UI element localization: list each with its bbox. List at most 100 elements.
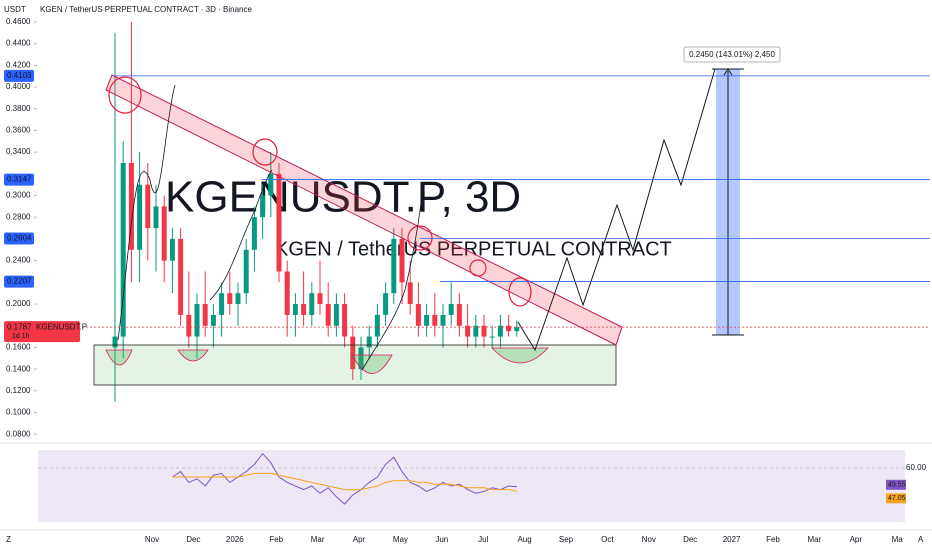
x-tick-label: 2026 (226, 535, 244, 544)
measure-label-box (683, 46, 781, 63)
footer-right[interactable]: A (918, 535, 924, 544)
candle-body (317, 293, 323, 305)
price-level-label: 0.3147 (7, 175, 32, 184)
projection-path (517, 68, 716, 352)
candle-body (186, 314, 192, 337)
candle-body (120, 162, 126, 337)
y-tick-label: 0.3600 (6, 126, 31, 135)
candle-body (366, 336, 372, 348)
bowl (351, 354, 393, 374)
candle-body (465, 325, 471, 337)
candle-body (350, 336, 356, 370)
candle-body (169, 238, 175, 261)
candle-body (210, 314, 216, 326)
candle-body (358, 347, 364, 370)
last-price-tag (4, 321, 80, 343)
candle-body (194, 304, 200, 337)
price-level-tag (4, 69, 34, 82)
rsi-tick-label: 60.00 (906, 463, 927, 472)
x-tick-label: Sep (559, 535, 574, 544)
y-tick-label: 0.1400 (6, 364, 31, 373)
candle-body (489, 336, 495, 338)
candle-body (383, 293, 389, 315)
x-tick-label: Nov (145, 535, 159, 544)
x-tick-label: Ma (892, 535, 904, 544)
bowls (105, 347, 549, 374)
candle-body (432, 314, 438, 326)
y-tick-label: 0.4200 (6, 60, 31, 69)
watermark: KGENUSDT.P, 3D (165, 173, 521, 222)
candle-body (514, 327, 520, 332)
bowl (491, 347, 549, 364)
last-price-symbol: KGENUSDT.P (36, 322, 87, 331)
footer-left[interactable]: Z (6, 535, 11, 544)
candle-body (161, 206, 167, 261)
rsi-value-tag (886, 479, 906, 490)
candle-body (440, 314, 446, 326)
y-tick-label: 0.3000 (6, 191, 31, 200)
circle (252, 138, 278, 166)
rsi-line (172, 472, 517, 492)
candle-body (481, 325, 487, 337)
candle-body (342, 304, 348, 337)
candle-body (202, 304, 208, 326)
y-tick-label: 0.1200 (6, 386, 31, 395)
bowl (177, 349, 209, 362)
y-tick-label: 0.4000 (6, 82, 31, 91)
candle-body (268, 173, 274, 196)
bowl (105, 349, 133, 366)
candle-body (227, 293, 233, 305)
x-tick-label: Aug (517, 535, 531, 544)
trend-channel (105, 74, 623, 346)
x-tick-label: Mar (808, 535, 822, 544)
candle-body (128, 162, 134, 250)
circle (108, 76, 142, 114)
x-tick-label: May (393, 535, 408, 544)
circle (469, 259, 487, 277)
candle-body (473, 325, 479, 337)
x-tick-label: Dec (186, 535, 200, 544)
support-box (93, 344, 617, 386)
candle-body (292, 304, 298, 315)
y-tick-label: 0.2000 (6, 299, 31, 308)
price-level-tag (4, 232, 34, 245)
x-tick-label: Mar (311, 535, 325, 544)
rsi-value-label: 47.05 (888, 495, 906, 502)
x-tick-label: 2027 (723, 535, 741, 544)
x-tick-label: Feb (766, 535, 780, 544)
last-price-countdown: 1d 1h (12, 333, 30, 340)
x-tick-label: Jul (478, 535, 488, 544)
candle-body (251, 217, 257, 250)
candle-body (448, 304, 454, 315)
y-tick-label: 0.0800 (6, 429, 31, 438)
price-level-tag (4, 275, 34, 288)
watermark-subtitle: KGEN / TetherUS PERPETUAL CONTRACT (275, 238, 672, 260)
y-tick-label: 0.2800 (6, 212, 31, 221)
x-tick-label: Apr (353, 535, 366, 544)
candle-body (243, 249, 249, 294)
measure-label: 0.2450 (143.01%) 2,450 (689, 50, 775, 59)
candle-body (112, 336, 118, 348)
candle-body (219, 293, 225, 315)
y-tick-label: 0.4400 (6, 39, 31, 48)
candle-body (506, 325, 512, 332)
x-tick-label: Dec (683, 535, 697, 544)
candle-body (276, 173, 282, 272)
candle-body (407, 282, 413, 305)
candle-body (137, 184, 143, 250)
x-tick-label: Feb (269, 535, 283, 544)
rsi-line (172, 452, 517, 505)
candle-body (456, 304, 462, 326)
indicator-curve (117, 84, 423, 371)
x-tick-label: Apr (850, 535, 863, 544)
candle-body (325, 304, 331, 326)
highlight-circles (108, 76, 532, 307)
y-tick-label: 0.3800 (6, 104, 31, 113)
price-level-tag (4, 173, 34, 186)
candle-body (153, 206, 159, 229)
rsi-pane (38, 450, 905, 522)
candle-body (374, 314, 380, 337)
candle-body (399, 238, 405, 283)
candle-body (415, 304, 421, 326)
